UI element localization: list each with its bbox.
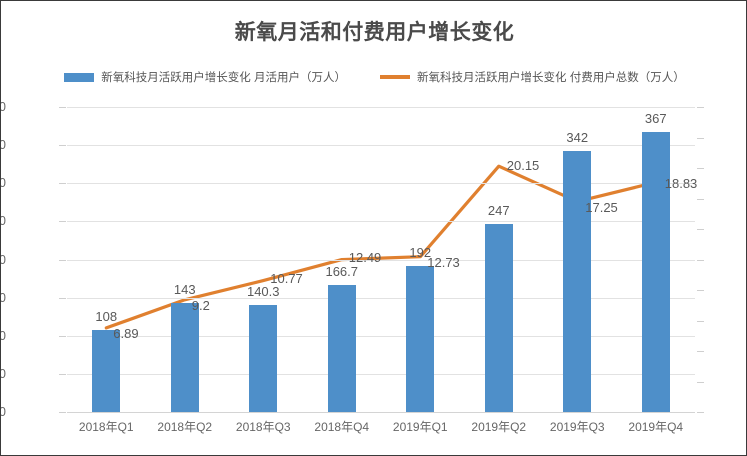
line-value-label: 18.83: [664, 176, 698, 192]
bar-2019年Q4[interactable]: [641, 132, 670, 412]
y-axis-left-tick: 150: [1, 291, 6, 304]
y-axis-right-minor-tickmark: [697, 320, 704, 322]
y-axis-left-tickmark: [59, 183, 66, 185]
bar-value-label: 140.3: [246, 284, 280, 300]
legend-bar-swatch-icon: [64, 72, 95, 82]
bar-2018年Q2[interactable]: [170, 302, 199, 412]
gridline: [67, 107, 695, 108]
gridline: [67, 145, 695, 147]
y-axis-right-minor-tickmark: [697, 381, 704, 383]
bar-2019年Q3[interactable]: [563, 151, 592, 412]
bar-2018年Q4[interactable]: [327, 284, 356, 412]
y-axis-left-tickmark: [59, 259, 66, 261]
legend-label-line-series: 新氧科技月活跃用户增长变化 付费用户总数（万人）: [417, 72, 685, 84]
gridline: [67, 412, 695, 413]
legend-item-line-series[interactable]: 新氧科技月活跃用户增长变化 付费用户总数（万人）: [380, 69, 685, 85]
x-axis-label-2018年Q4: 2018年Q4: [314, 420, 370, 434]
y-axis-left-tickmark: [59, 221, 66, 223]
line-value-label: 20.15: [506, 158, 540, 174]
y-axis-left-tick: 300: [1, 177, 6, 190]
gridline: [67, 297, 695, 299]
y-axis-left-tick: 350: [1, 139, 6, 152]
bar-value-label: 247: [487, 202, 510, 218]
y-axis-left-tickmark: [59, 412, 66, 413]
y-axis-right-minor-tickmark: [697, 137, 704, 139]
bar-value-label: 192: [409, 244, 432, 260]
y-axis-right-tickmark: [697, 290, 704, 291]
x-axis-label-2018年Q3: 2018年Q3: [235, 420, 291, 434]
bar-value-label: 108: [95, 308, 118, 324]
x-axis-label-2018年Q1: 2018年Q1: [78, 420, 134, 434]
bar-2019年Q1[interactable]: [406, 265, 435, 412]
line-value-label: 10.77: [270, 270, 303, 286]
x-axis-labels: 2018年Q1 2018年Q2 2018年Q3 2018年Q4 2019年Q1 2019年…: [67, 418, 695, 444]
legend-line-swatch-icon: [380, 75, 410, 79]
x-axis-label-2019年Q4: 2019年Q4: [628, 420, 684, 434]
y-axis-left-tick: 400: [1, 101, 6, 114]
gridline: [67, 373, 695, 375]
x-axis-label-2019年Q2: 2019年Q2: [471, 420, 527, 434]
plot-wrapper: 4003503002502001501005002520151050108143…: [1, 97, 746, 434]
y-axis-left-tickmark: [59, 373, 66, 375]
y-axis-left-tickmark: [59, 335, 66, 337]
chart-legend: 新氧科技月活跃用户增长变化 月活用户（万人） 新氧科技月活跃用户增长变化 付费用…: [1, 69, 746, 85]
y-axis-right-tickmark: [697, 351, 704, 352]
gridline: [67, 335, 695, 337]
y-axis-right-tickmark: [697, 107, 704, 108]
y-axis-left-tickmark: [59, 297, 66, 299]
gridline: [67, 259, 695, 261]
y-axis-right-minor-tickmark: [697, 198, 704, 200]
y-axis-left-tick: 200: [1, 253, 6, 266]
y-axis-left-tick: 100: [1, 330, 6, 343]
bar-2018年Q1[interactable]: [92, 329, 121, 412]
y-axis-right-minor-tickmark: [697, 259, 704, 261]
line-value-label: 12.73: [427, 254, 460, 270]
y-axis-left-tick: 250: [1, 215, 6, 228]
y-axis-left-tickmark: [59, 107, 66, 108]
x-axis-label-2019年Q1: 2019年Q1: [392, 420, 448, 434]
y-axis-right-tickmark: [697, 229, 704, 230]
line-value-label: 9.2: [191, 297, 210, 313]
bar-2019年Q2[interactable]: [484, 223, 513, 412]
bar-2018年Q3[interactable]: [249, 305, 278, 412]
y-axis-right-tickmark: [697, 168, 704, 169]
line-value-label: 6.89: [113, 325, 139, 341]
x-axis-label-2019年Q3: 2019年Q3: [549, 420, 605, 434]
legend-item-bar-series[interactable]: 新氧科技月活跃用户增长变化 月活用户（万人）: [64, 69, 346, 85]
x-axis-label-2018年Q2: 2018年Q2: [157, 420, 213, 434]
bar-value-label: 342: [566, 130, 589, 146]
legend-label-bar-series: 新氧科技月活跃用户增长变化 月活用户（万人）: [101, 72, 346, 84]
bar-value-label: 166.7: [325, 263, 359, 279]
line-value-label: 12.49: [348, 249, 382, 265]
chart-title: 新氧月活和付费用户增长变化: [234, 21, 515, 44]
line-value-label: 17.25: [585, 199, 618, 215]
plot-area: 4003503002502001501005002520151050108143…: [1, 101, 704, 418]
y-axis-left-tickmark: [59, 145, 66, 147]
bar-value-label: 143: [173, 281, 196, 297]
y-axis-left-tick: 0: [1, 406, 6, 419]
gridline: [67, 221, 695, 223]
y-axis-left-tick: 50: [1, 368, 6, 381]
gridline: [67, 183, 695, 185]
bar-value-label: 367: [644, 111, 667, 127]
y-axis-right-tickmark: [697, 412, 704, 413]
